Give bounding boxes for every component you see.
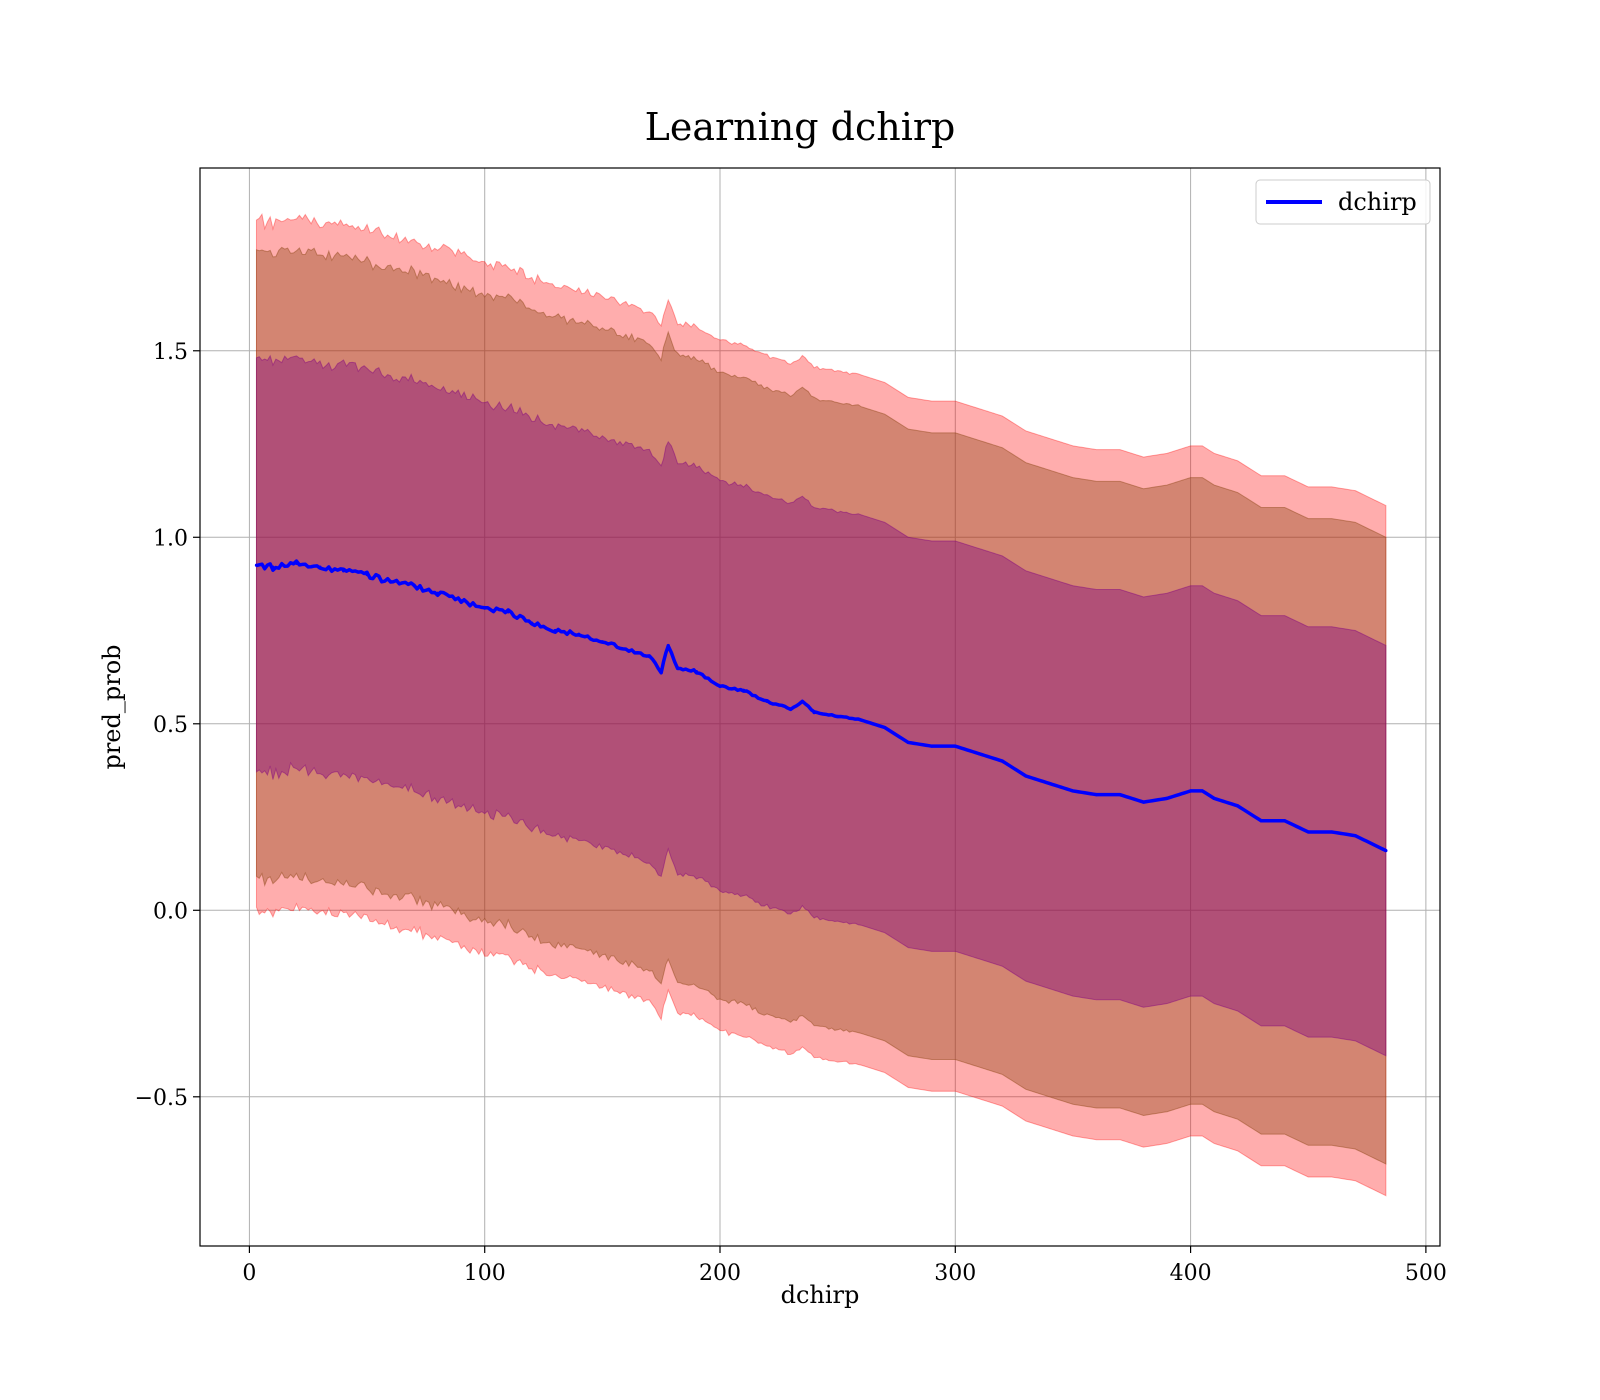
- series-lines: [254, 559, 1388, 853]
- data-point: [1165, 796, 1169, 800]
- data-point: [1384, 849, 1388, 853]
- data-point: [1071, 789, 1075, 793]
- x-tick-label: 200: [699, 1261, 741, 1286]
- data-point: [1000, 759, 1004, 763]
- data-point: [506, 610, 510, 614]
- data-point: [577, 632, 581, 636]
- y-tick-label: 0.0: [153, 899, 188, 924]
- x-tick-label: 100: [464, 1261, 506, 1286]
- data-point: [800, 699, 804, 704]
- data-point: [341, 569, 346, 573]
- y-tick-label: −0.5: [135, 1086, 188, 1111]
- y-tick-label: 1.0: [153, 526, 188, 551]
- data-point: [388, 580, 393, 584]
- data-point: [530, 621, 534, 625]
- y-tick-label: 0.5: [153, 713, 188, 738]
- data-point: [1236, 804, 1240, 808]
- y-tick-label: 1.5: [153, 340, 188, 365]
- data-point: [294, 561, 299, 565]
- legend-label-dchirp: dchirp: [1338, 188, 1417, 216]
- data-point: [659, 669, 663, 674]
- confidence-bands: [255, 212, 1387, 1197]
- data-point: [1188, 789, 1193, 793]
- data-point: [906, 740, 910, 745]
- data-point: [883, 725, 887, 730]
- data-point: [412, 584, 416, 588]
- data-point: [1330, 830, 1334, 834]
- data-point: [977, 752, 981, 756]
- data-point: [624, 647, 628, 651]
- axis-ticks: 0 100 200 300 400 500 −0.5 0.0 0.5 1.0 1.5: [135, 340, 1447, 1286]
- data-point: [647, 655, 652, 659]
- data-point: [1118, 793, 1122, 797]
- x-tick-label: 500: [1405, 1261, 1447, 1286]
- band-outer: [255, 212, 1387, 1197]
- data-point: [666, 643, 670, 648]
- data-point: [1259, 819, 1263, 823]
- data-point: [1141, 800, 1146, 804]
- data-point: [1212, 796, 1216, 800]
- data-point: [788, 707, 793, 711]
- band-middle: [255, 246, 1387, 1165]
- x-tick-label: 300: [934, 1261, 976, 1286]
- plot-frame: [199, 167, 1441, 1247]
- data-point: [1024, 774, 1028, 778]
- series-line-dchirp: [256, 559, 1387, 853]
- legend-frame: [1255, 179, 1431, 225]
- data-point: [1353, 834, 1357, 838]
- chart-title: Learning dchirp: [645, 105, 956, 149]
- data-point: [812, 711, 816, 715]
- data-point: [1306, 830, 1310, 834]
- data-point: [718, 684, 722, 689]
- legend: dchirp: [1255, 179, 1431, 225]
- data-point: [1047, 781, 1052, 786]
- data-point: [436, 591, 440, 595]
- band-inner: [255, 354, 1387, 1057]
- data-point: [859, 718, 863, 722]
- data-point: [318, 565, 322, 569]
- data-point: [1283, 819, 1287, 823]
- data-point: [483, 606, 487, 610]
- data-point: [600, 640, 604, 644]
- data-point: [741, 688, 746, 692]
- x-tick-label: 0: [242, 1261, 256, 1286]
- y-axis-label: pred_prob: [98, 644, 126, 769]
- data-point: [254, 563, 259, 567]
- grid: [200, 168, 1440, 1246]
- data-point: [930, 744, 934, 748]
- data-point: [836, 714, 840, 718]
- data-point: [953, 744, 957, 748]
- data-point: [271, 565, 275, 569]
- data-point: [1094, 793, 1099, 797]
- data-point: [694, 669, 699, 674]
- data-point: [676, 666, 680, 670]
- x-tick-label: 400: [1170, 1261, 1212, 1286]
- data-point: [365, 572, 369, 577]
- data-point: [765, 699, 769, 704]
- x-axis-label: dchirp: [781, 1281, 860, 1309]
- data-point: [459, 599, 463, 603]
- data-point: [553, 628, 557, 633]
- data-point: [1200, 789, 1204, 793]
